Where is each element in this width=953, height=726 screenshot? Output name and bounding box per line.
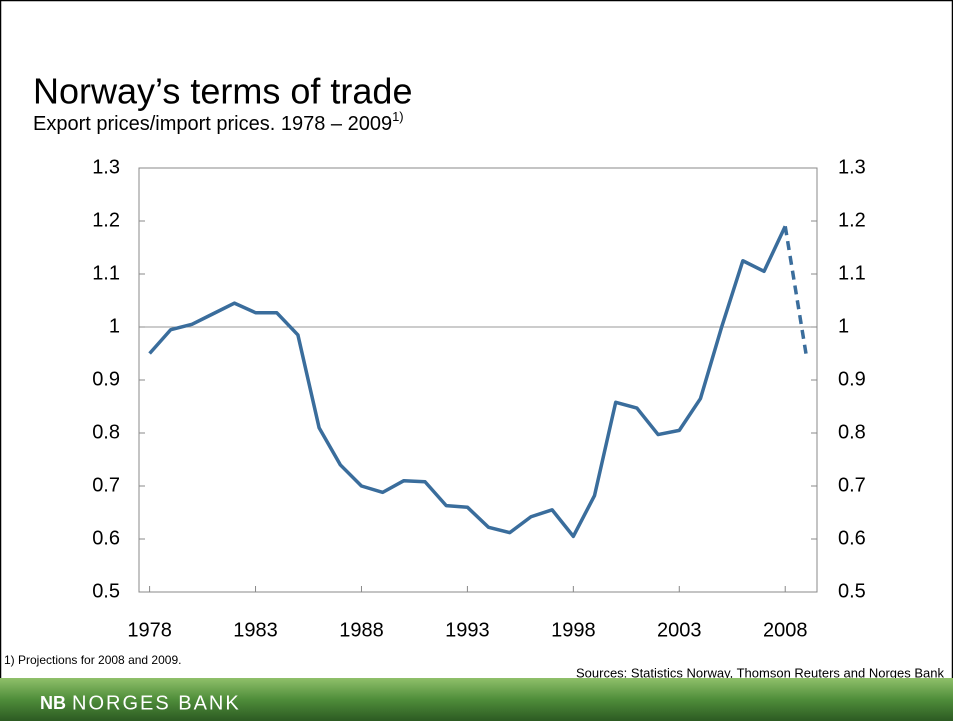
plot-frame (138, 167, 818, 593)
title: Norway’s terms of trade (33, 71, 412, 112)
y2-tick-label: 0.6 (838, 527, 866, 549)
y2-tick-label: 0.5 (838, 580, 866, 602)
x-tick-label: 2003 (657, 619, 702, 641)
y2-tick-label: 1.3 (838, 156, 866, 178)
brand-mark: NB (40, 693, 66, 713)
y-tick-label: 1.3 (92, 156, 120, 178)
y2-tick-label: 1 (838, 315, 849, 337)
data-line (148, 225, 787, 539)
y-tick-label: 0.8 (92, 421, 120, 443)
y-tick-label: 0.5 (92, 580, 120, 602)
x-tick-label: 1998 (551, 619, 596, 641)
subtitle-note: 1) (392, 109, 404, 124)
y-tick-label: 0.9 (92, 368, 120, 390)
y2-tick-label: 1.1 (838, 262, 866, 284)
footnote: 1) Projections for 2008 and 2009. (4, 653, 181, 667)
y-tick-label: 0.7 (92, 474, 120, 496)
projection-line (783, 226, 809, 357)
y-tick-label: 1.1 (92, 262, 120, 284)
x-tick-label: 1978 (127, 619, 172, 641)
brand: NORGES BANK (72, 692, 241, 714)
x-tick-label: 1983 (233, 619, 278, 641)
y2-tick-label: 0.9 (838, 368, 866, 390)
x-tick-label: 1993 (445, 619, 490, 641)
y2-tick-label: 1.2 (838, 209, 866, 231)
sources: Sources: Statistics Norway, Thomson Reut… (576, 665, 945, 680)
y-tick-label: 1 (109, 315, 120, 337)
subtitle-text: Export prices/import prices. 1978 – 2009 (33, 113, 392, 135)
subtitle: Export prices/import prices. 1978 – 2009… (33, 109, 404, 135)
y-tick-label: 1.2 (92, 209, 120, 231)
footer-band (0, 678, 953, 721)
y2-tick-label: 0.7 (838, 474, 866, 496)
x-tick-label: 1988 (339, 619, 384, 641)
x-tick-label: 2008 (763, 619, 808, 641)
y2-tick-label: 0.8 (838, 421, 866, 443)
y-tick-label: 0.6 (92, 527, 120, 549)
